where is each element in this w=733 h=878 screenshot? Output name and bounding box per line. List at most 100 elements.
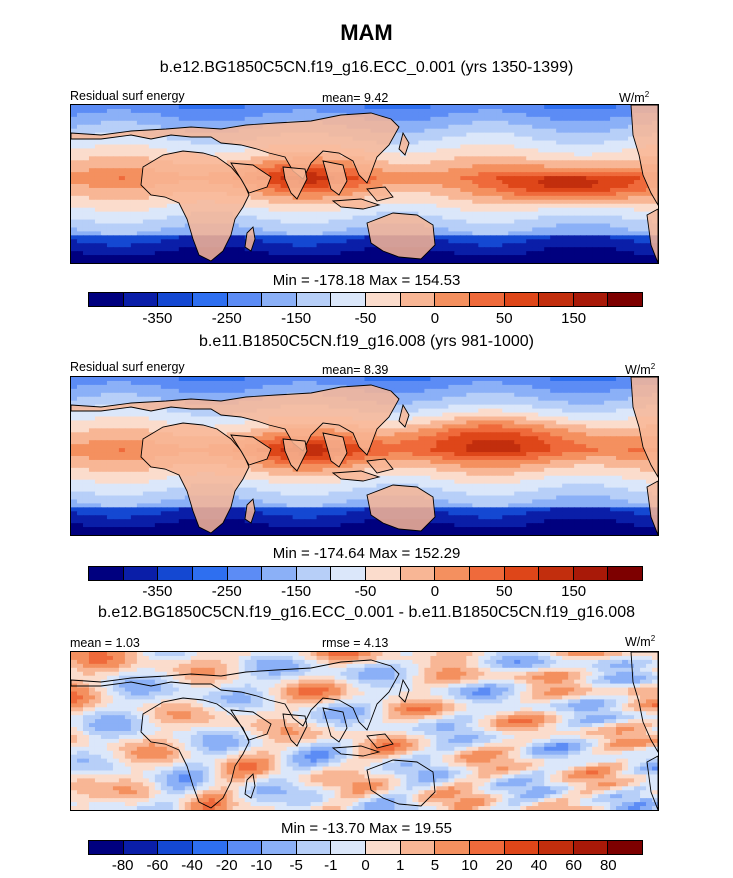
field-cell — [358, 184, 366, 189]
field-cell — [634, 180, 641, 185]
field-cell — [586, 132, 593, 138]
field-cell — [526, 168, 533, 173]
field-cell — [334, 203, 342, 209]
field-cell — [298, 112, 306, 118]
field-cell — [568, 223, 575, 229]
field-cell — [130, 223, 138, 229]
field-cell — [280, 384, 288, 390]
field-cell — [376, 172, 384, 177]
field-cell — [178, 380, 186, 386]
field-cell — [154, 231, 162, 236]
field-cell — [424, 400, 431, 406]
field-cell — [82, 156, 90, 161]
field-cell — [538, 380, 545, 386]
field-cell — [154, 223, 162, 229]
field-cell — [448, 404, 455, 410]
field-cell — [220, 116, 228, 122]
field-cell — [640, 176, 647, 181]
panel-2-map-plot — [71, 377, 658, 535]
field-cell — [586, 144, 593, 150]
field-cell — [136, 231, 144, 236]
field-cell — [82, 211, 90, 217]
field-cell — [310, 180, 318, 185]
field-cell — [442, 377, 449, 382]
field-cell — [502, 112, 509, 118]
field-cell — [190, 377, 198, 382]
field-cell — [556, 396, 563, 402]
field-cell — [628, 184, 635, 189]
field-cell — [352, 184, 360, 189]
field-cell — [214, 396, 222, 402]
field-cell — [184, 259, 192, 263]
field-cell — [94, 215, 102, 221]
field-cell — [460, 219, 467, 225]
field-cell — [598, 215, 605, 221]
field-cell — [550, 412, 557, 418]
field-cell — [316, 187, 324, 193]
field-cell — [166, 223, 174, 229]
field-cell — [130, 144, 138, 150]
field-cell — [388, 140, 396, 146]
field-cell — [184, 243, 192, 248]
field-cell — [232, 156, 240, 161]
field-cell — [466, 132, 473, 138]
field-cell — [286, 388, 294, 394]
field-cell — [628, 227, 635, 232]
field-cell — [454, 132, 461, 138]
field-cell — [574, 400, 581, 406]
field-cell — [532, 215, 539, 221]
field-cell — [370, 105, 378, 110]
field-cell — [106, 195, 114, 201]
field-cell — [496, 164, 503, 169]
field-cell — [250, 255, 258, 260]
field-cell — [388, 255, 396, 260]
field-cell — [184, 388, 192, 394]
field-cell — [286, 112, 294, 118]
field-cell — [622, 235, 629, 240]
field-cell — [94, 116, 102, 122]
field-cell — [610, 136, 617, 142]
field-cell — [460, 136, 467, 142]
field-cell — [124, 152, 132, 157]
field-cell — [238, 144, 246, 150]
field-cell — [334, 195, 342, 201]
field-cell — [82, 392, 90, 398]
field-cell — [286, 207, 294, 213]
field-cell — [394, 132, 402, 138]
field-cell — [478, 255, 485, 260]
field-cell — [568, 136, 575, 142]
field-cell — [124, 219, 132, 225]
field-cell — [376, 176, 384, 181]
field-cell — [610, 207, 617, 213]
field-cell — [628, 412, 635, 418]
field-cell — [226, 112, 234, 118]
field-cell — [286, 235, 294, 240]
field-cell — [244, 380, 252, 386]
field-cell — [532, 168, 539, 173]
field-cell — [508, 176, 515, 181]
field-cell — [610, 251, 617, 256]
field-cell — [550, 404, 557, 410]
field-cell — [71, 377, 78, 382]
field-cell — [472, 235, 479, 240]
field-cell — [71, 416, 78, 422]
field-cell — [646, 199, 653, 205]
field-cell — [346, 195, 354, 201]
field-cell — [568, 400, 575, 406]
field-cell — [628, 168, 635, 173]
field-cell — [286, 255, 294, 260]
field-cell — [604, 235, 611, 240]
field-cell — [160, 416, 168, 422]
field-cell — [100, 255, 108, 260]
field-cell — [466, 239, 473, 244]
field-cell — [394, 384, 402, 390]
field-cell — [646, 195, 653, 201]
field-cell — [130, 180, 138, 185]
field-cell — [580, 408, 587, 414]
field-cell — [172, 380, 180, 386]
field-cell — [172, 219, 180, 225]
field-cell — [466, 223, 473, 229]
field-cell — [130, 384, 138, 390]
field-cell — [412, 164, 420, 169]
field-cell — [364, 255, 372, 260]
